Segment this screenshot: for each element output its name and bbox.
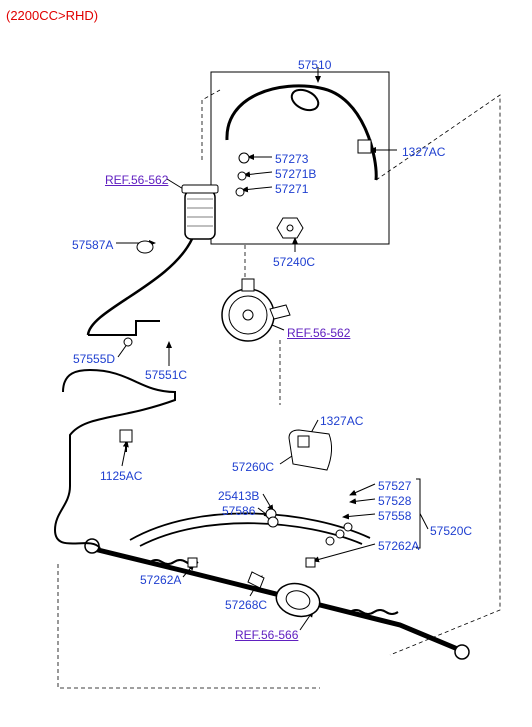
part-label-57271B[interactable]: 57271B xyxy=(275,167,316,181)
ref-label-REF56562-b[interactable]: REF.56-562 xyxy=(287,326,350,340)
part-label-57262A-r[interactable]: 57262A xyxy=(378,539,419,553)
part-label-57268C[interactable]: 57268C xyxy=(225,598,267,612)
part-label-1327AC-mid[interactable]: 1327AC xyxy=(320,414,363,428)
part-label-57520C[interactable]: 57520C xyxy=(430,524,472,538)
part-label-57260C[interactable]: 57260C xyxy=(232,460,274,474)
part-label-57555D[interactable]: 57555D xyxy=(73,352,115,366)
part-label-57586[interactable]: 57586 xyxy=(222,504,255,518)
part-label-57551C[interactable]: 57551C xyxy=(145,368,187,382)
part-label-57240C[interactable]: 57240C xyxy=(273,255,315,269)
part-label-25413B[interactable]: 25413B xyxy=(218,489,259,503)
ref-label-REF56562-a[interactable]: REF.56-562 xyxy=(105,173,168,187)
part-label-57558[interactable]: 57558 xyxy=(378,509,411,523)
part-label-57271[interactable]: 57271 xyxy=(275,182,308,196)
part-label-1327AC-top[interactable]: 1327AC xyxy=(402,145,445,159)
part-label-57273[interactable]: 57273 xyxy=(275,152,308,166)
part-label-57262A-l[interactable]: 57262A xyxy=(140,573,181,587)
part-label-57510[interactable]: 57510 xyxy=(298,58,331,72)
part-label-57587A[interactable]: 57587A xyxy=(72,238,113,252)
part-label-57528[interactable]: 57528 xyxy=(378,494,411,508)
ref-label-REF56566[interactable]: REF.56-566 xyxy=(235,628,298,642)
part-label-57527[interactable]: 57527 xyxy=(378,479,411,493)
diagram-title: (2200CC>RHD) xyxy=(6,8,98,23)
part-label-1125AC[interactable]: 1125AC xyxy=(100,469,142,483)
